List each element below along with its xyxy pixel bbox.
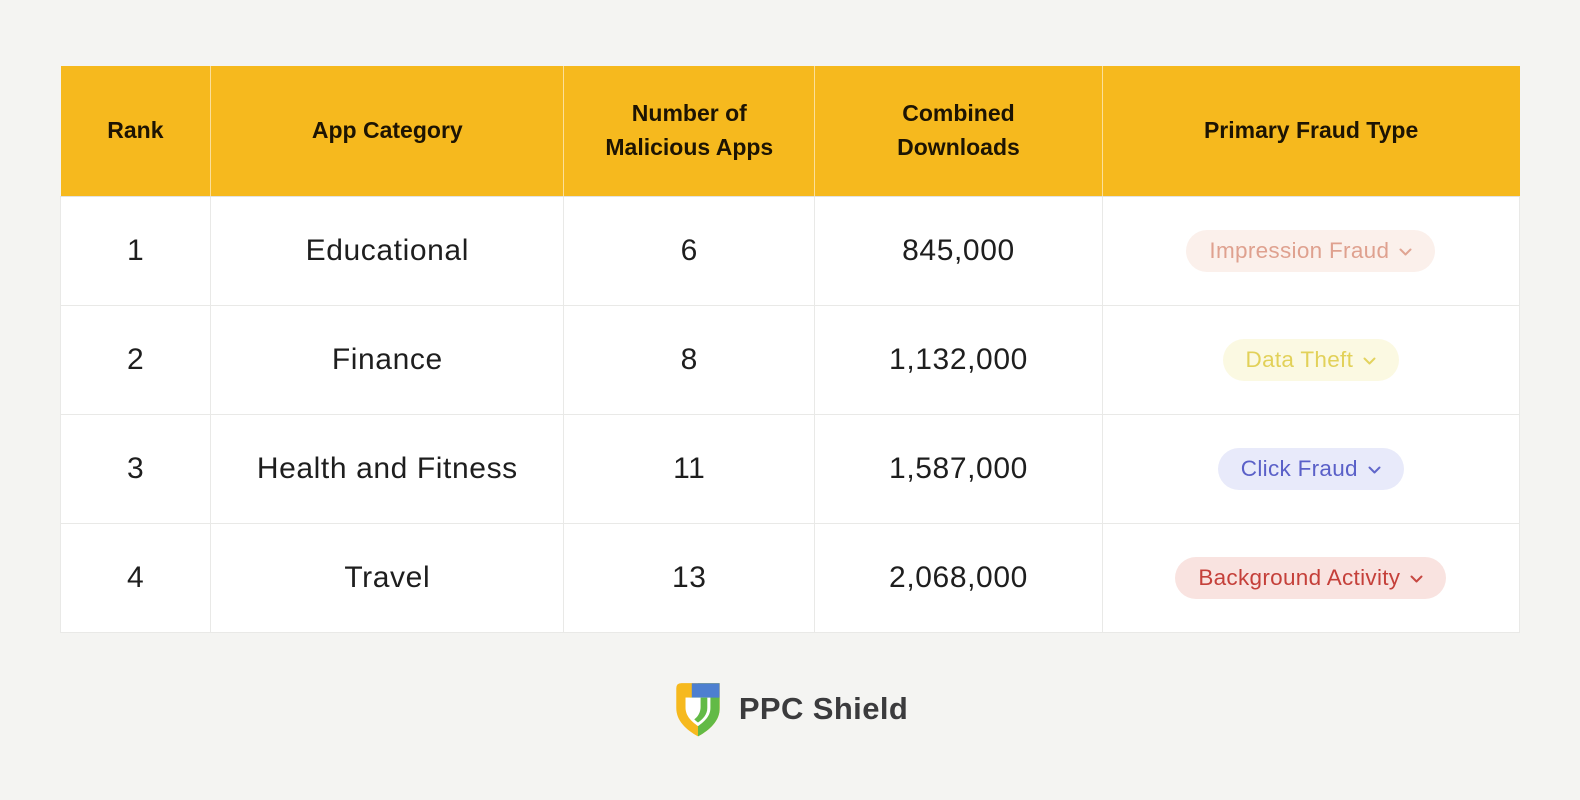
malicious-apps-cell: 8 (563, 304, 816, 415)
fraud-type-dropdown[interactable]: Data Theft (1222, 338, 1400, 381)
malicious-apps-table-wrap: Rank App Category Number of Malicious Ap… (59, 66, 1521, 633)
downloads-cell: 1,132,000 (814, 304, 1103, 415)
chevron-down-icon (1410, 575, 1423, 584)
brand-footer: PPC Shield (0, 679, 1580, 739)
table-row: 3 Health and Fitness 11 1,587,000 Click … (59, 413, 1521, 524)
downloads-cell: 845,000 (814, 195, 1103, 306)
category-cell: Finance (210, 304, 565, 415)
fraud-type-cell: Data Theft (1101, 304, 1521, 415)
brand-name: PPC Shield (738, 690, 909, 726)
shield-logo-icon (672, 679, 724, 739)
table-row: 4 Travel 13 2,068,000 Background Activit… (59, 522, 1521, 633)
fraud-type-label: Background Activity (1198, 564, 1401, 590)
fraud-type-cell: Click Fraud (1101, 413, 1521, 524)
chevron-down-icon (1399, 248, 1412, 257)
column-header-malicious-apps: Number of Malicious Apps (563, 66, 815, 197)
table-row: 1 Educational 6 845,000 Impression Fraud (59, 195, 1521, 306)
rank-cell: 4 (59, 522, 212, 633)
category-cell: Health and Fitness (210, 413, 565, 524)
fraud-type-dropdown[interactable]: Click Fraud (1217, 447, 1404, 490)
table-body: 1 Educational 6 845,000 Impression Fraud… (59, 195, 1521, 633)
fraud-type-label: Impression Fraud (1209, 237, 1390, 263)
column-header-primary-fraud-type: Primary Fraud Type (1101, 66, 1520, 197)
fraud-type-label: Data Theft (1245, 346, 1354, 372)
malicious-apps-table: Rank App Category Number of Malicious Ap… (59, 66, 1521, 633)
downloads-cell: 1,587,000 (814, 413, 1103, 524)
fraud-type-dropdown[interactable]: Impression Fraud (1186, 229, 1436, 272)
malicious-apps-cell: 6 (563, 195, 816, 306)
fraud-type-cell: Impression Fraud (1101, 195, 1521, 306)
chevron-down-icon (1363, 357, 1376, 366)
chevron-down-icon (1368, 466, 1381, 475)
fraud-type-label: Click Fraud (1240, 455, 1358, 481)
column-header-combined-downloads: Combined Downloads (814, 66, 1103, 197)
malicious-apps-cell: 13 (563, 522, 816, 633)
rank-cell: 3 (59, 413, 212, 524)
table-row: 2 Finance 8 1,132,000 Data Theft (59, 304, 1521, 415)
category-cell: Educational (210, 195, 565, 306)
fraud-type-cell: Background Activity (1101, 522, 1521, 633)
table-header-row: Rank App Category Number of Malicious Ap… (60, 66, 1520, 197)
fraud-type-dropdown[interactable]: Background Activity (1175, 556, 1447, 599)
rank-cell: 2 (59, 304, 212, 415)
column-header-rank: Rank (60, 66, 211, 197)
downloads-cell: 2,068,000 (814, 522, 1103, 633)
malicious-apps-cell: 11 (563, 413, 816, 524)
category-cell: Travel (210, 522, 565, 633)
column-header-app-category: App Category (210, 66, 564, 197)
rank-cell: 1 (59, 195, 212, 306)
